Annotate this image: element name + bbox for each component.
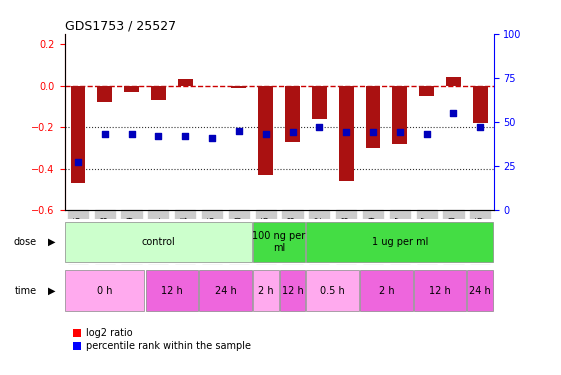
Bar — [258, 86, 273, 175]
Text: ▶: ▶ — [48, 286, 56, 296]
Bar — [446, 77, 461, 86]
Text: GDS1753 / 25527: GDS1753 / 25527 — [65, 20, 176, 33]
Bar — [199, 270, 252, 311]
Point — [73, 159, 82, 165]
Point — [422, 131, 431, 137]
Point — [369, 129, 378, 135]
Bar — [473, 86, 488, 123]
Text: 1 ug per ml: 1 ug per ml — [371, 237, 428, 247]
Point — [288, 129, 297, 135]
Point — [449, 110, 458, 116]
Bar — [232, 86, 246, 88]
Text: 12 h: 12 h — [429, 286, 451, 296]
Bar — [393, 86, 407, 144]
Text: 12 h: 12 h — [161, 286, 183, 296]
Text: 2 h: 2 h — [258, 286, 274, 296]
Point — [181, 133, 190, 139]
Bar — [339, 86, 353, 181]
Point — [208, 135, 217, 141]
Bar — [124, 86, 139, 92]
Bar — [98, 86, 112, 102]
Point — [315, 124, 324, 130]
Point — [127, 131, 136, 137]
Point — [100, 131, 109, 137]
Bar — [419, 86, 434, 96]
Point — [342, 129, 351, 135]
Bar — [306, 270, 359, 311]
Bar — [360, 270, 413, 311]
Text: 12 h: 12 h — [282, 286, 304, 296]
Bar — [65, 222, 252, 262]
Bar — [414, 270, 466, 311]
Text: 24 h: 24 h — [214, 286, 236, 296]
Bar — [467, 270, 493, 311]
Text: 0.5 h: 0.5 h — [320, 286, 345, 296]
Point — [396, 129, 404, 135]
Bar — [145, 270, 198, 311]
Text: dose: dose — [13, 237, 36, 247]
Text: 24 h: 24 h — [470, 286, 491, 296]
Text: time: time — [15, 286, 36, 296]
Bar — [178, 80, 192, 86]
Bar — [312, 86, 327, 119]
Bar — [151, 86, 165, 100]
Text: 0 h: 0 h — [97, 286, 113, 296]
Text: ▶: ▶ — [48, 237, 56, 247]
Text: 2 h: 2 h — [379, 286, 394, 296]
Point — [234, 128, 243, 134]
Bar — [253, 222, 305, 262]
Point — [261, 131, 270, 137]
Bar — [65, 270, 144, 311]
Point — [476, 124, 485, 130]
Bar — [71, 86, 85, 183]
Text: control: control — [141, 237, 175, 247]
Bar — [306, 222, 493, 262]
Bar — [285, 86, 300, 142]
Legend: log2 ratio, percentile rank within the sample: log2 ratio, percentile rank within the s… — [70, 324, 255, 355]
Text: 100 ng per
ml: 100 ng per ml — [252, 231, 306, 253]
Bar — [279, 270, 305, 311]
Point — [154, 133, 163, 139]
Bar — [253, 270, 279, 311]
Bar — [366, 86, 380, 148]
